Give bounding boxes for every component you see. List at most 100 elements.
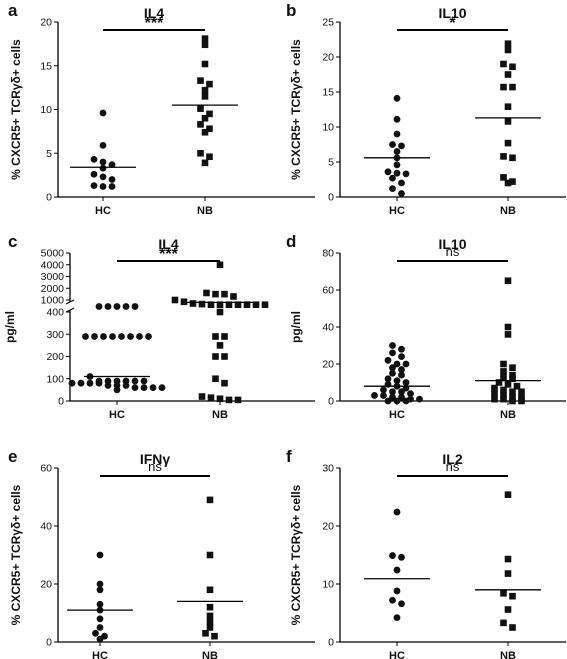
y-tick-label: 3000 — [41, 271, 65, 283]
x-tick-label: NB — [500, 409, 516, 421]
data-point-nb — [509, 371, 516, 379]
y-tick-label: 30 — [322, 463, 334, 475]
data-point-nb — [211, 632, 218, 640]
data-point-nb — [201, 86, 209, 94]
data-point-nb — [206, 551, 214, 559]
y-tick-label: 200 — [46, 351, 64, 363]
data-point-nb — [216, 301, 224, 308]
data-point-nb — [221, 290, 228, 298]
panel-letter: d — [286, 232, 296, 251]
y-tick-label: 40 — [322, 322, 334, 334]
data-point-nb — [509, 394, 516, 401]
data-point-hc — [398, 353, 405, 360]
panel-title: IFNγ — [140, 451, 171, 467]
y-axis-label: pg/ml — [3, 311, 17, 343]
data-point-hc — [398, 179, 405, 187]
data-point-hc — [99, 109, 107, 117]
data-point-hc — [402, 397, 410, 405]
y-tick-label: 80 — [322, 248, 334, 260]
panel-title: IL4 — [158, 236, 178, 252]
data-point-hc — [158, 384, 166, 392]
data-point-hc — [389, 552, 396, 559]
data-point-nb — [206, 153, 213, 161]
x-tick-label: NB — [202, 650, 218, 659]
data-point-nb — [500, 589, 507, 597]
data-point-nb — [518, 394, 525, 401]
data-point-hc — [99, 141, 107, 149]
data-point-nb — [504, 323, 512, 331]
y-tick-label: 0 — [58, 396, 64, 408]
y-axis-label: % CXCR5+ TCRγδ+ cells — [289, 39, 303, 180]
x-tick-label: HC — [389, 205, 405, 217]
y-tick-label: 100 — [46, 373, 64, 385]
x-tick-label: HC — [389, 650, 405, 659]
y-tick-label: 4000 — [41, 259, 65, 271]
data-point-nb — [212, 333, 219, 340]
data-point-nb — [243, 301, 251, 308]
data-point-hc — [140, 377, 148, 385]
y-tick-label: 15 — [40, 60, 52, 72]
data-point-nb — [216, 395, 224, 403]
y-tick-label: 0 — [328, 192, 334, 204]
data-point-hc — [371, 392, 378, 399]
data-point-nb — [206, 618, 214, 625]
y-tick-label: 0 — [46, 637, 52, 649]
panel-title: IL2 — [442, 451, 462, 467]
data-point-hc — [393, 587, 401, 595]
data-point-hc — [108, 176, 116, 183]
x-tick-label: HC — [109, 409, 125, 421]
panel-letter: a — [8, 1, 18, 20]
significance-label: ns — [148, 459, 162, 474]
data-point-nb — [201, 35, 209, 42]
data-point-hc — [389, 174, 396, 182]
y-tick-label: 10 — [40, 104, 52, 116]
data-point-hc — [393, 94, 401, 102]
data-point-hc — [145, 333, 152, 340]
data-point-nb — [500, 360, 507, 368]
data-point-nb — [206, 125, 213, 133]
panel-e: e IFNγ 0 20 40 60 HC NB % CXCR5+ TCRγδ+ cells ns — [8, 447, 315, 659]
panel-letter: b — [286, 1, 296, 20]
data-point-nb — [201, 128, 209, 136]
x-tick-label: NB — [197, 205, 213, 217]
y-tick-label: 20 — [322, 359, 334, 371]
x-tick-label: NB — [212, 409, 228, 421]
x-tick-label: NB — [500, 650, 516, 659]
data-point-hc — [96, 600, 104, 608]
data-point-hc — [140, 384, 148, 392]
y-tick-label: 5 — [46, 148, 52, 160]
data-point-hc — [96, 551, 104, 559]
data-point-hc — [389, 342, 396, 349]
data-point-hc — [118, 333, 125, 340]
data-point-hc — [131, 377, 139, 385]
y-tick-label: 10 — [322, 579, 334, 591]
data-point-nb — [500, 619, 507, 627]
data-point-nb — [206, 603, 214, 611]
data-point-hc — [99, 158, 107, 166]
panel-letter: f — [286, 447, 292, 466]
data-point-nb — [500, 392, 507, 399]
data-point-nb — [206, 110, 213, 118]
data-point-hc — [96, 586, 104, 594]
y-tick-label: 60 — [40, 463, 52, 475]
x-tick-label: HC — [95, 205, 111, 217]
data-point-hc — [95, 379, 103, 387]
y-tick-label: 2000 — [41, 283, 65, 295]
data-point-nb — [491, 390, 498, 397]
data-point-nb — [513, 382, 521, 390]
data-point-hc — [384, 397, 392, 405]
data-point-hc — [96, 615, 104, 623]
data-point-nb — [509, 154, 516, 162]
significance-label: *** — [159, 246, 178, 263]
data-point-nb — [509, 375, 516, 383]
y-axis-label: % CXCR5+ TCRγδ+ cells — [289, 484, 303, 625]
data-point-hc — [389, 364, 396, 372]
data-point-hc — [393, 360, 401, 368]
data-point-nb — [500, 153, 507, 160]
data-point-hc — [90, 182, 98, 190]
data-point-hc — [104, 382, 112, 389]
data-point-hc — [100, 333, 107, 340]
data-point-hc — [86, 379, 94, 387]
data-point-hc — [131, 303, 139, 310]
data-point-nb — [201, 60, 209, 68]
